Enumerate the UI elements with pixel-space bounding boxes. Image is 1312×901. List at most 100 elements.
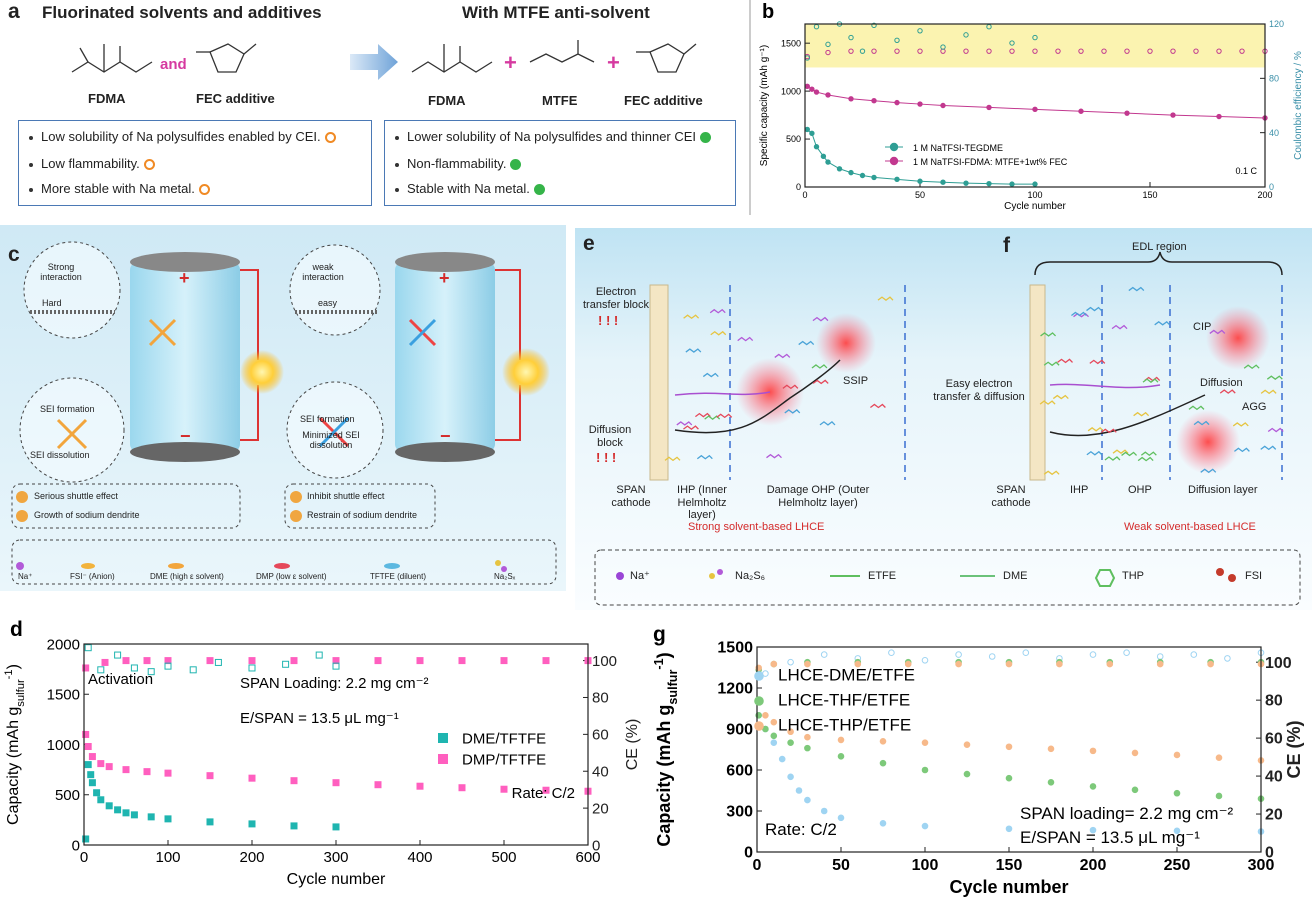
x-tick-label: 200 [239,849,264,866]
point [821,808,827,814]
species-label: AGG [1242,401,1266,414]
legend-label: DMP (low ε solvent) [256,572,327,581]
panel-label: f [1003,234,1010,258]
point [98,797,104,803]
point [1191,652,1197,658]
point [922,823,928,829]
point [333,780,339,786]
panel-label: b [762,1,774,23]
point [123,810,129,816]
y-tick-label: 600 [726,763,753,780]
point [291,823,297,829]
x-tick-label: 100 [912,857,939,874]
y2-tick-label: 120 [1269,19,1284,29]
callout: Easy electron transfer & diffusion [930,378,1028,403]
layer-label: Damage OHP (Outer Helmholtz layer) [765,484,871,509]
y-tick-label: 0 [72,837,80,854]
point [964,181,968,185]
annotation: Activation [88,671,153,688]
point [779,756,785,762]
annotation: Rate: C/2 [765,820,837,839]
legend-label: DME/TFTFE [462,731,546,748]
legend-marker [438,733,448,743]
y-axis-label-part: -1 [652,658,666,669]
point [85,762,91,768]
x-tick-label: 50 [915,190,925,200]
point [895,177,899,181]
point [85,744,91,750]
point [283,661,289,667]
species-label: Diffusion [1200,377,1243,390]
point [85,645,91,651]
point [837,167,841,171]
y-tick-label: 500 [786,134,801,144]
point [144,769,150,775]
point [788,659,794,665]
y2-tick-label: 80 [1265,693,1283,710]
layer-label: IHP [1070,484,1088,497]
point [922,657,928,663]
x-tick-label: 300 [323,849,348,866]
callout: SEI formation [40,404,95,414]
y-axis-label: Specific capacity (mAh g⁻¹) [759,45,770,166]
point [1079,109,1083,113]
point [1171,113,1175,117]
point [805,745,811,751]
point [880,739,886,745]
panel-title: Fluorinated solvents and additives [42,3,322,23]
point [922,740,928,746]
species-label: SSIP [843,375,868,388]
y2-axis-label: Coulombic efficiency / % [1293,51,1304,160]
layer-label: SPAN cathode [983,484,1039,509]
y-axis-label-part: -1 [3,669,15,679]
x-tick-label: 100 [1027,190,1042,200]
y2-tick-label: 0 [1269,182,1274,192]
point [123,658,129,664]
legend-label: DME [1003,570,1027,583]
y-tick-label: 0 [796,182,801,192]
panel-label: d [10,620,23,641]
point [814,145,818,149]
point [1090,748,1096,754]
point [165,816,171,822]
point [1216,793,1222,799]
point [788,774,794,780]
point [810,87,814,91]
point [814,90,818,94]
point [1216,755,1222,761]
legend-label: 1 M NaTFSI-TEGDME [913,143,1003,153]
y2-tick-label: 0 [1265,845,1274,862]
point [89,780,95,786]
panel-label: a [8,0,20,24]
x-tick-label: 150 [1142,190,1157,200]
legend-label: Na₂Sₓ [494,572,515,581]
y2-axis-label: CE (%) [624,719,641,771]
panel-label: e [583,232,595,256]
point [165,770,171,776]
point [1057,661,1063,667]
point [849,170,853,174]
point [115,652,121,658]
point [889,650,895,656]
y2-tick-label: 80 [1269,73,1279,83]
point [1023,650,1029,656]
caption: Strong solvent-based LHCE [688,521,824,534]
y2-tick-label: 20 [1265,807,1283,824]
chart: 050100150200050010001500040801201 M NaTF… [757,0,1312,218]
point [1048,746,1054,752]
point [459,785,465,791]
note: Serious shuttle effect [34,491,118,501]
layer-label: IHP (Inner Helmholtz layer) [663,484,741,522]
point [860,173,864,177]
callout: SEI formation [300,414,355,424]
point [316,652,322,658]
point [291,658,297,664]
bullet: More stable with Na metal. [29,181,210,196]
alert: ! ! ! [596,451,616,466]
bullet-text: More stable with Na metal. [41,181,195,196]
layer-label: OHP [1128,484,1152,497]
bullet-text: Low flammability. [41,156,140,171]
y-tick-label: 1000 [47,737,80,754]
point [872,99,876,103]
